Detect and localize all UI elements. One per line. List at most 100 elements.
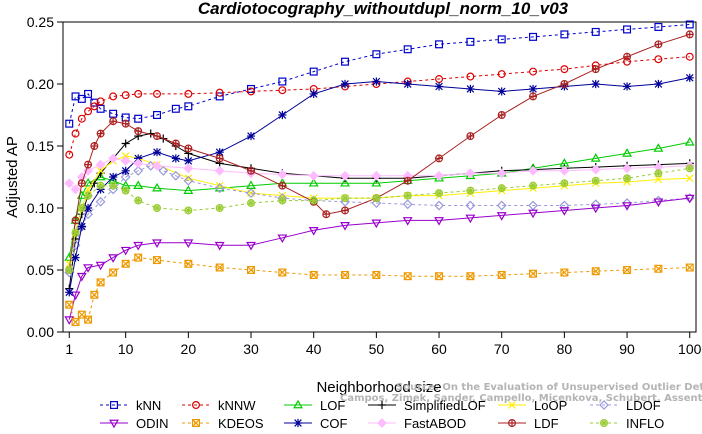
data-point-knnw-21 [529,67,538,76]
data-point-fastabod-23 [622,163,632,174]
data-point-fastabod-1 [70,184,81,195]
data-point-ldf-27 [654,40,663,49]
data-point-cof-1 [71,253,80,262]
data-point-cof-0 [65,288,74,297]
data-point-odin-11 [246,241,256,251]
data-point-inflo-1 [71,228,80,237]
data-point-knn-16 [341,57,350,66]
legend-marker-ldof [599,400,609,410]
data-point-knnw-9 [153,89,162,98]
data-point-knn-8 [134,114,143,123]
data-point-ldof-25 [622,198,632,208]
data-point-odin-1 [70,291,81,301]
legend-item-cof: COF [284,416,348,431]
data-point-knnw-12 [247,87,256,96]
data-point-kdeos-24 [623,266,632,275]
data-point-cof-9 [171,154,180,163]
data-point-fastabod-19 [496,168,507,179]
data-point-odin-8 [152,239,162,249]
data-point-knnw-10 [184,89,193,98]
data-point-knnw-11 [215,88,224,97]
data-point-odin-16 [402,217,413,226]
data-point-knn-11 [184,102,193,111]
legend-label-ldf: LDF [534,416,559,431]
legend-label-ldof: LDOF [626,398,661,413]
data-point-knn-0 [65,119,74,128]
data-point-ldof-9 [158,165,169,176]
data-point-knn-15 [309,67,318,76]
data-point-fastabod-9 [183,163,194,174]
data-point-knnw-2 [77,114,86,123]
data-point-inflo-23 [623,174,632,183]
data-point-odin-19 [496,212,507,221]
data-point-lof-15 [371,177,382,187]
data-point-inflo-25 [685,164,694,173]
data-point-kdeos-13 [278,268,287,277]
data-point-ldf-17 [341,206,350,215]
legend-label-odin: ODIN [136,416,169,431]
data-point-ldf-19 [403,176,412,185]
data-point-kdeos-22 [560,268,569,277]
data-point-fastabod-3 [83,165,93,176]
legend-marker-kdeos [192,419,201,428]
data-point-loop-0 [65,259,74,268]
data-point-ldf-28 [685,30,694,39]
x-tick-label-5: 50 [369,341,385,357]
data-point-inflo-11 [247,199,256,208]
data-point-knn-20 [466,37,475,46]
x-tick-label-0: 1 [65,341,73,357]
data-point-kdeos-15 [341,270,350,279]
series-line-knnw [68,56,690,155]
legend-item-knn: kNN [100,398,161,413]
legend-marker-knn [109,401,118,410]
legend-label-knnw: kNNW [218,398,256,413]
data-point-lof-24 [653,143,664,152]
data-point-ldof-20 [465,200,476,211]
data-point-fastabod-10 [214,165,225,176]
series-line-inflo [68,167,690,271]
data-point-cof-24 [622,82,632,91]
data-point-odin-25 [684,194,695,204]
data-point-knn-14 [278,77,287,86]
data-point-fastabod-15 [371,170,382,181]
data-point-ldf-6 [109,117,118,126]
data-point-lof-13 [308,177,319,187]
legend-marker-cof [293,418,303,428]
data-point-kdeos-7 [121,259,130,268]
data-point-cof-10 [184,156,193,165]
data-point-ldof-11 [183,175,194,186]
legend-label-cof: COF [320,416,348,431]
legend-marker-ldf [508,419,517,428]
data-point-knnw-6 [109,92,118,101]
data-point-kdeos-2 [77,310,86,319]
data-point-fastabod-17 [434,170,444,181]
data-point-ldof-17 [371,198,382,208]
data-point-kdeos-21 [529,269,538,278]
data-point-inflo-4 [96,181,105,190]
data-point-inflo-10 [215,204,224,213]
data-point-knn-27 [685,20,694,29]
legend-item-odin: ODIN [100,416,169,431]
data-point-cof-13 [278,110,287,120]
data-point-kdeos-16 [372,270,381,279]
data-point-fastabod-4 [95,159,106,170]
data-point-knnw-7 [121,91,130,100]
data-point-knnw-13 [278,86,287,95]
data-point-inflo-19 [497,184,506,193]
data-point-kdeos-18 [435,272,444,281]
data-point-ldf-4 [90,142,99,151]
legend-label-lof: LOF [320,398,345,413]
data-point-knn-9 [153,110,162,119]
legend-item-ldf: LDF [498,416,559,431]
legend-marker-inflo [599,419,608,428]
data-point-odin-3 [83,264,94,273]
data-point-odin-7 [133,241,144,251]
data-point-knn-13 [247,84,256,93]
data-point-ldf-20 [435,154,444,163]
data-point-inflo-15 [372,194,381,203]
data-point-inflo-9 [184,206,193,215]
data-point-kdeos-6 [109,268,118,277]
data-point-lof-14 [340,177,350,187]
data-point-ldf-10 [171,139,180,148]
data-point-cof-21 [528,84,538,94]
